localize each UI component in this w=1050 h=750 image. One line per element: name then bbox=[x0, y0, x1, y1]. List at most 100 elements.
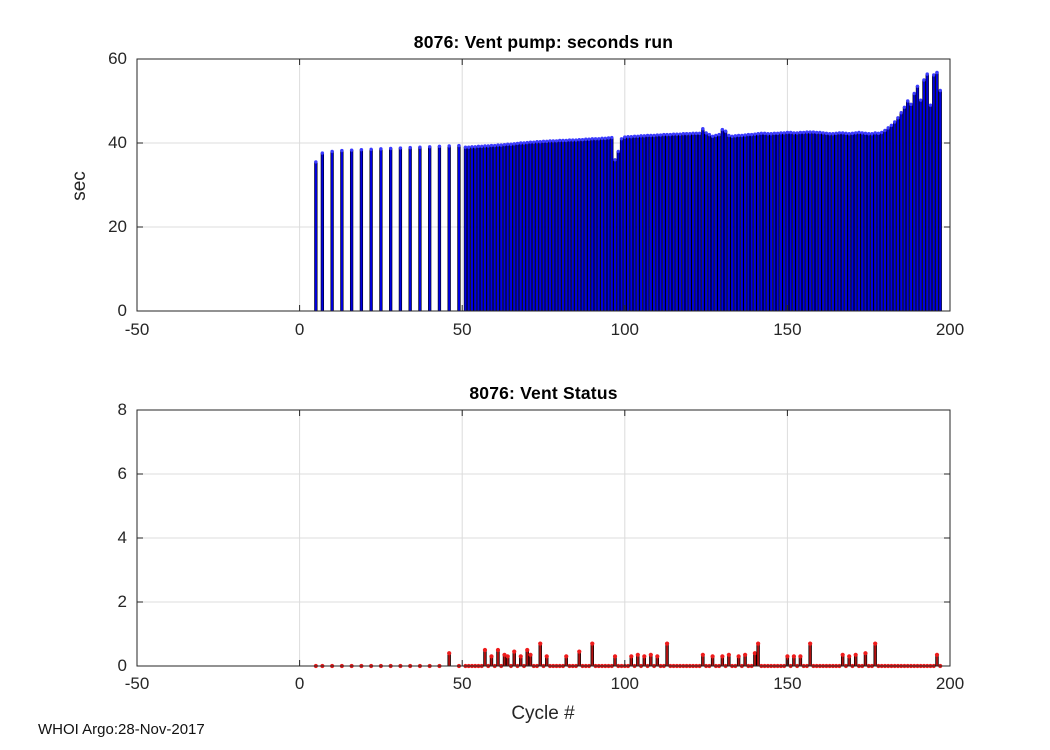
vent-seconds-bar bbox=[818, 132, 822, 312]
vent-seconds-marker bbox=[558, 138, 562, 143]
vent-seconds-bar bbox=[597, 138, 601, 312]
vent-status-marker bbox=[726, 652, 731, 657]
vent-seconds-marker bbox=[762, 131, 767, 136]
vent-seconds-bar bbox=[496, 144, 500, 312]
vent-seconds-bar bbox=[756, 133, 760, 312]
vent-seconds-bar bbox=[486, 145, 490, 312]
vent-status-stem bbox=[525, 649, 529, 667]
vent-status-stem bbox=[483, 649, 487, 667]
vent-seconds-bar bbox=[932, 74, 936, 312]
vent-seconds-marker bbox=[736, 133, 741, 138]
vent-seconds-bar bbox=[798, 132, 803, 312]
vent-seconds-bar bbox=[626, 136, 630, 312]
vent-status-marker bbox=[629, 654, 634, 659]
vent-seconds-marker bbox=[909, 102, 913, 107]
vent-seconds-marker bbox=[590, 137, 594, 141]
vent-seconds-marker bbox=[811, 130, 816, 134]
vent-seconds-bar bbox=[616, 151, 620, 312]
vent-seconds-bar bbox=[493, 145, 497, 312]
vent-status-marker bbox=[847, 654, 852, 659]
vent-status-marker bbox=[720, 654, 725, 659]
vent-seconds-bar bbox=[684, 133, 689, 312]
vent-seconds-marker bbox=[769, 132, 773, 136]
footer-annotation: WHOI Argo:28-Nov-2017 bbox=[38, 721, 205, 738]
vent-seconds-marker bbox=[844, 131, 848, 136]
vent-seconds-marker bbox=[340, 148, 344, 153]
vent-seconds-marker bbox=[486, 144, 490, 148]
vent-seconds-bar bbox=[701, 128, 705, 312]
vent-seconds-bar bbox=[447, 145, 451, 312]
vent-seconds-marker bbox=[613, 158, 617, 162]
vent-seconds-bar bbox=[314, 161, 318, 312]
vent-seconds-bar bbox=[808, 131, 812, 312]
vent-seconds-marker bbox=[759, 131, 764, 136]
vent-seconds-bar bbox=[863, 133, 868, 312]
vent-seconds-bar bbox=[766, 133, 770, 312]
vent-seconds-marker bbox=[691, 131, 695, 136]
vent-seconds-marker bbox=[398, 146, 403, 150]
vent-status-marker bbox=[853, 652, 858, 657]
vent-seconds-bar bbox=[915, 86, 920, 312]
vent-seconds-bar bbox=[743, 134, 747, 312]
vent-seconds-marker bbox=[649, 133, 653, 138]
vent-seconds-marker bbox=[522, 141, 526, 145]
vent-seconds-marker bbox=[480, 144, 484, 149]
vent-seconds-marker bbox=[775, 131, 780, 136]
vent-seconds-marker bbox=[427, 145, 432, 149]
vent-seconds-bar bbox=[551, 140, 555, 312]
vent-seconds-bar bbox=[428, 146, 432, 312]
vent-seconds-marker bbox=[876, 131, 881, 136]
vent-status-marker bbox=[505, 654, 510, 659]
vent-seconds-bar bbox=[652, 135, 656, 312]
vent-seconds-marker bbox=[532, 140, 536, 144]
vent-seconds-bar bbox=[398, 147, 403, 312]
vent-seconds-bar bbox=[723, 130, 728, 312]
vent-seconds-bar bbox=[759, 133, 764, 312]
vent-status-marker bbox=[873, 641, 878, 646]
vent-seconds-bar bbox=[691, 133, 695, 312]
vent-status-marker bbox=[635, 652, 640, 657]
vent-seconds-marker bbox=[798, 130, 803, 135]
vent-status-marker bbox=[756, 641, 761, 646]
vent-seconds-bar bbox=[802, 132, 806, 312]
vent-seconds-marker bbox=[548, 139, 552, 143]
vent-seconds-marker bbox=[912, 91, 916, 96]
vent-seconds-marker bbox=[610, 135, 614, 140]
vent-seconds-bar bbox=[480, 146, 484, 312]
vent-seconds-bar bbox=[844, 133, 848, 312]
vent-seconds-marker bbox=[369, 147, 373, 151]
vent-seconds-bar bbox=[775, 133, 780, 312]
vent-seconds-marker bbox=[457, 143, 461, 148]
vent-status-stem bbox=[808, 643, 812, 667]
vent-status-marker bbox=[544, 654, 549, 659]
vent-seconds-marker bbox=[561, 138, 565, 143]
vent-seconds-marker bbox=[437, 144, 442, 149]
vent-seconds-bar bbox=[925, 73, 929, 312]
vent-seconds-marker bbox=[473, 145, 477, 149]
vent-seconds-marker bbox=[584, 137, 588, 141]
vent-seconds-marker bbox=[574, 138, 578, 142]
vent-seconds-bar bbox=[632, 135, 637, 312]
vent-seconds-marker bbox=[886, 126, 890, 130]
vent-seconds-marker bbox=[408, 145, 412, 150]
vent-seconds-bar bbox=[733, 135, 738, 312]
vent-seconds-bar bbox=[876, 133, 881, 312]
vent-seconds-bar bbox=[662, 134, 666, 312]
vent-seconds-marker bbox=[606, 136, 611, 140]
vent-seconds-bar bbox=[636, 135, 640, 312]
vent-seconds-marker bbox=[538, 140, 542, 144]
vent-seconds-bar bbox=[860, 132, 864, 312]
vent-seconds-marker bbox=[801, 130, 806, 135]
vent-seconds-bar bbox=[867, 133, 871, 312]
vent-seconds-marker bbox=[349, 148, 354, 152]
vent-seconds-bar bbox=[772, 133, 777, 312]
vent-seconds-bar bbox=[919, 99, 923, 312]
vent-seconds-marker bbox=[723, 129, 728, 133]
vent-seconds-bar bbox=[805, 131, 809, 312]
vent-seconds-bar bbox=[506, 143, 510, 312]
vent-seconds-marker bbox=[785, 130, 790, 135]
vent-seconds-marker bbox=[922, 78, 926, 82]
vent-seconds-marker bbox=[896, 116, 900, 120]
vent-seconds-marker bbox=[541, 139, 546, 144]
vent-seconds-bar bbox=[883, 130, 887, 312]
